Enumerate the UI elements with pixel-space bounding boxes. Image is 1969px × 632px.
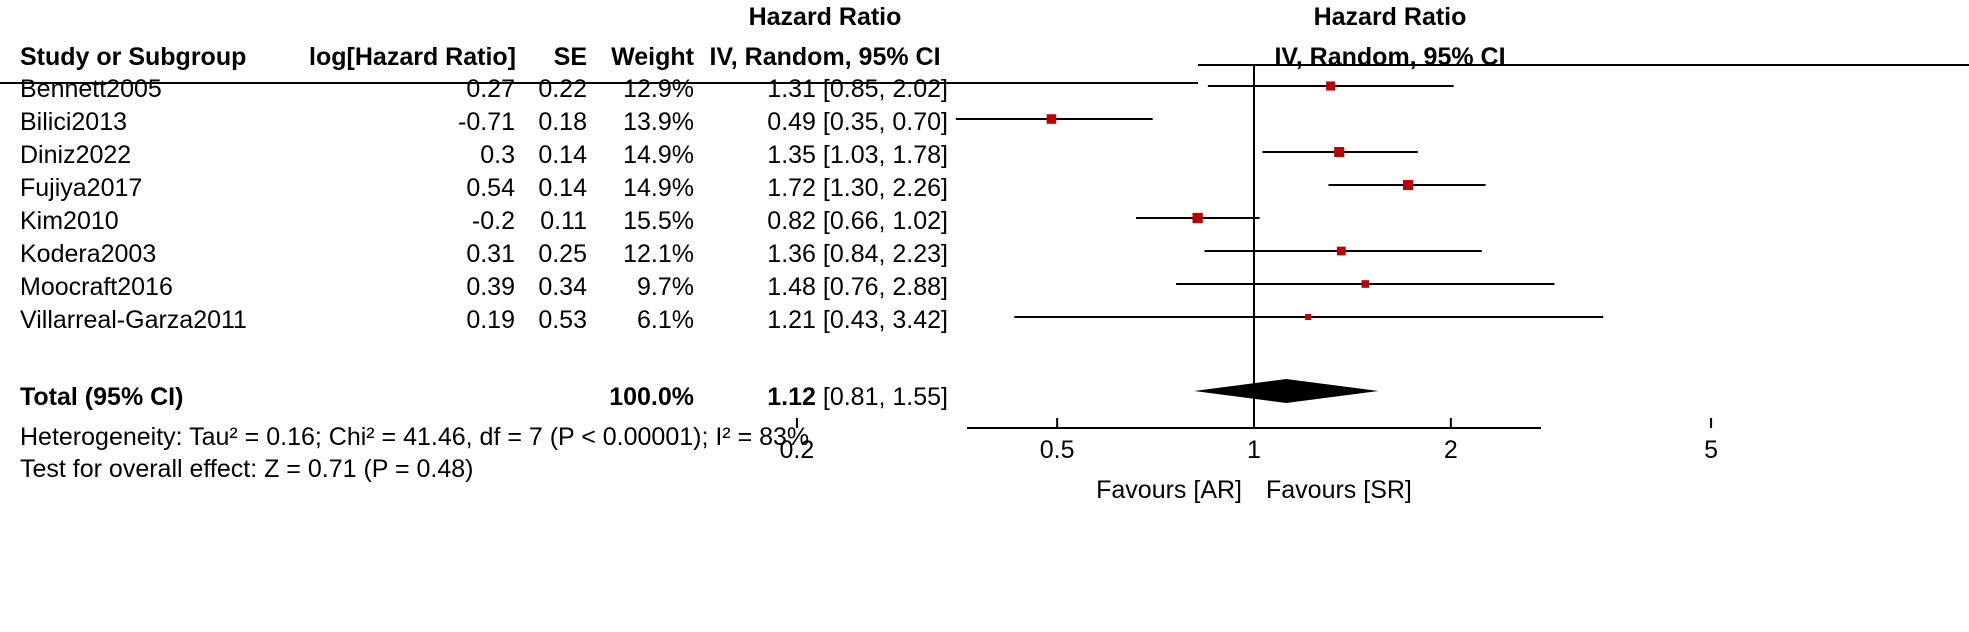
study-name: Bennett2005 [20, 75, 162, 103]
se-value: 0.25 [538, 240, 587, 268]
weight-value: 15.5% [623, 207, 694, 235]
point-estimate [1361, 280, 1370, 288]
hr-column-subtitle: IV, Random, 95% CI [709, 43, 941, 71]
point-estimate [1334, 146, 1345, 158]
weight-value: 12.1% [623, 240, 694, 268]
total-weight: 100.0% [609, 383, 694, 411]
hr-ci-value: 1.72 [1.30, 2.26] [767, 174, 948, 202]
weight-value: 12.9% [623, 75, 694, 103]
hr-ci-value: 1.31 [0.85, 2.02] [767, 75, 948, 103]
se-value: 0.22 [538, 75, 587, 103]
favours-left-label: Favours [AR] [1096, 476, 1242, 504]
weight-value: 9.7% [637, 273, 694, 301]
total-label: Total (95% CI) [20, 383, 184, 411]
weight-value: 13.9% [623, 108, 694, 136]
hr-ci-value: 1.35 [1.03, 1.78] [767, 141, 948, 169]
log-hr-value: -0.2 [471, 207, 515, 235]
study-name: Kim2010 [20, 207, 119, 235]
log-hr-value: 0.54 [466, 174, 515, 202]
heterogeneity-text: Heterogeneity: Tau² = 0.16; Chi² = 41.46… [20, 423, 810, 451]
se-value: 0.11 [540, 207, 587, 235]
se-value: 0.18 [538, 108, 587, 136]
study-name: Villarreal-Garza2011 [20, 306, 247, 334]
se-column-header: SE [553, 43, 587, 71]
total-hr: 1.12 [767, 383, 816, 411]
total-ci: [0.81, 1.55] [822, 383, 948, 411]
x-tick-label: 2 [1444, 436, 1458, 464]
log-hr-value: 0.27 [466, 75, 515, 103]
study-column-header: Study or Subgroup [20, 43, 247, 71]
log-hr-value: 0.19 [466, 306, 515, 334]
weight-value: 14.9% [623, 174, 694, 202]
x-tick-label: 1 [1247, 436, 1261, 464]
x-tick-label: 0.2 [780, 436, 815, 464]
hr-column-title: Hazard Ratio [748, 3, 902, 31]
header-rule [0, 82, 1198, 84]
hr-ci-value: 0.49 [0.35, 0.70] [767, 108, 948, 136]
weight-value: 6.1% [637, 306, 694, 334]
se-value: 0.14 [538, 141, 587, 169]
log-hr-column-header: log[Hazard Ratio] [309, 43, 516, 71]
pooled-diamond [1194, 379, 1379, 403]
point-estimate [1326, 81, 1336, 91]
study-name: Moocraft2016 [20, 273, 173, 301]
x-tick-label: 5 [1704, 436, 1718, 464]
point-estimate [1046, 114, 1057, 124]
hr-ci-value: 1.21 [0.43, 3.42] [767, 306, 948, 334]
hr-ci-value: 1.48 [0.76, 2.88] [767, 273, 948, 301]
hr-ci-value: 0.82 [0.66, 1.02] [767, 207, 948, 235]
log-hr-value: 0.39 [466, 273, 515, 301]
study-name: Kodera2003 [20, 240, 157, 268]
hr-ci-value: 1.36 [0.84, 2.23] [767, 240, 948, 268]
plot-title: Hazard Ratio [1313, 3, 1467, 31]
plot-subtitle: IV, Random, 95% CI [1274, 43, 1506, 71]
study-name: Fujiya2017 [20, 174, 143, 202]
x-tick-label: 0.5 [1040, 436, 1075, 464]
se-value: 0.53 [538, 306, 587, 334]
log-hr-value: 0.3 [480, 141, 515, 169]
total-hr-ci: 1.12 [0.81, 1.55] [700, 382, 948, 412]
point-estimate [1192, 212, 1203, 224]
weight-value: 14.9% [623, 141, 694, 169]
point-estimate [1336, 246, 1346, 256]
overall-effect-text: Test for overall effect: Z = 0.71 (P = 0… [20, 455, 474, 483]
se-value: 0.14 [538, 174, 587, 202]
point-estimate [1403, 179, 1414, 191]
point-estimate [1305, 313, 1312, 321]
favours-right-label: Favours [SR] [1266, 476, 1412, 504]
study-name: Bilici2013 [20, 108, 128, 136]
log-hr-value: 0.31 [466, 240, 515, 268]
se-value: 0.34 [538, 273, 587, 301]
log-hr-value: -0.71 [458, 108, 515, 136]
weight-column-header: Weight [611, 43, 694, 71]
study-name: Diniz2022 [20, 141, 132, 169]
